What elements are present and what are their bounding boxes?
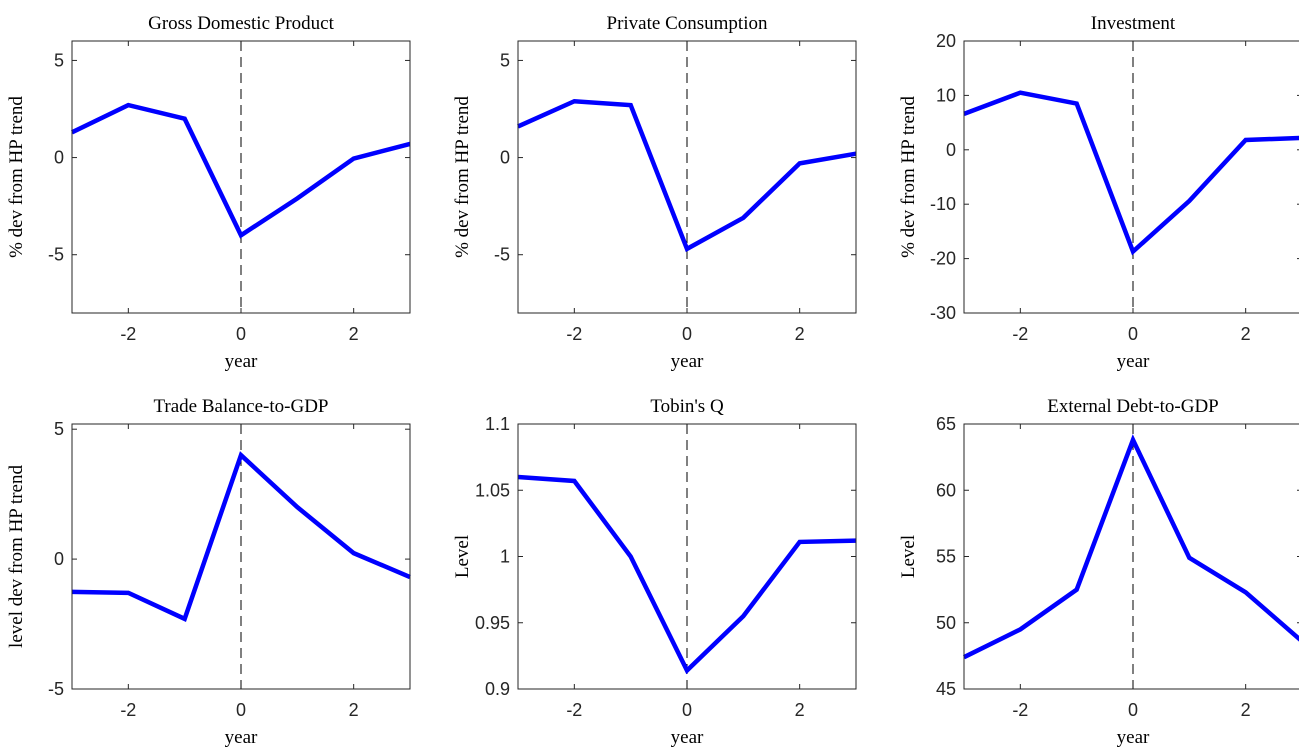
y-tick-label: -5 bbox=[48, 679, 64, 699]
data-line bbox=[71, 451, 411, 622]
data-line bbox=[963, 434, 1299, 660]
y-tick-label: 1.1 bbox=[485, 414, 510, 434]
x-tick-label: 2 bbox=[1241, 700, 1251, 720]
x-tick-label: 2 bbox=[349, 700, 359, 720]
y-tick-label: 0 bbox=[54, 148, 64, 168]
y-tick-label: 45 bbox=[936, 679, 956, 699]
x-tick-label: -2 bbox=[1012, 700, 1028, 720]
y-axis-label: Level bbox=[452, 535, 473, 578]
panel: External Debt-to-GDP year Level 45 50 55 60 65 -… bbox=[898, 396, 1299, 748]
y-tick-label: 0 bbox=[500, 148, 510, 168]
panel-title: Trade Balance-to-GDP bbox=[153, 396, 328, 417]
panel-title: Tobin's Q bbox=[650, 396, 724, 417]
x-tick-label: -2 bbox=[566, 324, 582, 344]
x-tick-label: 2 bbox=[795, 700, 805, 720]
x-tick-label: -2 bbox=[566, 700, 582, 720]
y-axis-label: % dev from HP trend bbox=[452, 96, 473, 258]
panel: Gross Domestic Product year % dev from HP … bbox=[6, 13, 411, 372]
y-tick-label: 1.05 bbox=[475, 480, 510, 500]
x-tick-label: 0 bbox=[1128, 324, 1138, 344]
axes-box bbox=[517, 40, 857, 314]
data-line bbox=[963, 90, 1299, 256]
axes-box bbox=[71, 40, 411, 314]
axes-box bbox=[963, 40, 1299, 314]
data-line bbox=[71, 102, 411, 239]
x-tick-label: 0 bbox=[236, 700, 246, 720]
x-tick-label: 2 bbox=[349, 324, 359, 344]
x-tick-label: 0 bbox=[1128, 700, 1138, 720]
axes-box bbox=[963, 423, 1299, 690]
y-axis-label: level dev from HP trend bbox=[6, 465, 27, 648]
y-tick-label: -5 bbox=[48, 245, 64, 265]
y-tick-label: 0.95 bbox=[475, 613, 510, 633]
panel-title: External Debt-to-GDP bbox=[1047, 396, 1218, 417]
y-axis-label: % dev from HP trend bbox=[6, 96, 27, 258]
y-tick-label: 50 bbox=[936, 613, 956, 633]
y-tick-label: 0 bbox=[54, 549, 64, 569]
y-tick-label: 1 bbox=[500, 547, 510, 567]
y-tick-label: -10 bbox=[930, 194, 956, 214]
y-axis-label: % dev from HP trend bbox=[898, 96, 919, 258]
x-axis-label: year bbox=[1117, 351, 1150, 372]
panel: Private Consumption year % dev from HP tre… bbox=[452, 13, 857, 372]
x-tick-label: 0 bbox=[682, 324, 692, 344]
panel-title: Private Consumption bbox=[607, 13, 768, 34]
x-tick-label: 0 bbox=[236, 324, 246, 344]
panel-title: Investment bbox=[1091, 13, 1176, 34]
y-tick-label: -30 bbox=[930, 303, 956, 323]
x-tick-label: -2 bbox=[1012, 324, 1028, 344]
x-tick-label: -2 bbox=[120, 324, 136, 344]
y-tick-label: 5 bbox=[500, 50, 510, 70]
panel-title: Gross Domestic Product bbox=[148, 13, 334, 34]
panel: Tobin's Q year Level 0.9 0.95 1 1.05 1.1 -2 0 2 bbox=[452, 396, 857, 748]
x-axis-label: year bbox=[671, 351, 704, 372]
y-tick-label: -20 bbox=[930, 249, 956, 269]
y-tick-label: 5 bbox=[54, 50, 64, 70]
x-axis-label: year bbox=[1117, 727, 1150, 748]
y-tick-label: 20 bbox=[936, 31, 956, 51]
y-tick-label: 65 bbox=[936, 414, 956, 434]
data-line bbox=[517, 98, 857, 253]
panel: Trade Balance-to-GDP year level dev from H… bbox=[6, 396, 411, 748]
y-tick-label: 0.9 bbox=[485, 679, 510, 699]
x-axis-label: year bbox=[225, 727, 258, 748]
y-tick-label: 10 bbox=[936, 85, 956, 105]
x-tick-label: -2 bbox=[120, 700, 136, 720]
y-tick-label: 55 bbox=[936, 547, 956, 567]
x-tick-label: 2 bbox=[795, 324, 805, 344]
data-line bbox=[517, 474, 857, 675]
axes-box bbox=[71, 423, 411, 690]
x-tick-label: 2 bbox=[1241, 324, 1251, 344]
y-axis-label: Level bbox=[898, 535, 919, 578]
x-axis-label: year bbox=[225, 351, 258, 372]
y-tick-label: 60 bbox=[936, 480, 956, 500]
y-tick-label: 0 bbox=[946, 140, 956, 160]
axes-box bbox=[517, 423, 857, 690]
y-tick-label: 5 bbox=[54, 419, 64, 439]
x-axis-label: year bbox=[671, 727, 704, 748]
y-tick-label: -5 bbox=[494, 245, 510, 265]
x-tick-label: 0 bbox=[682, 700, 692, 720]
